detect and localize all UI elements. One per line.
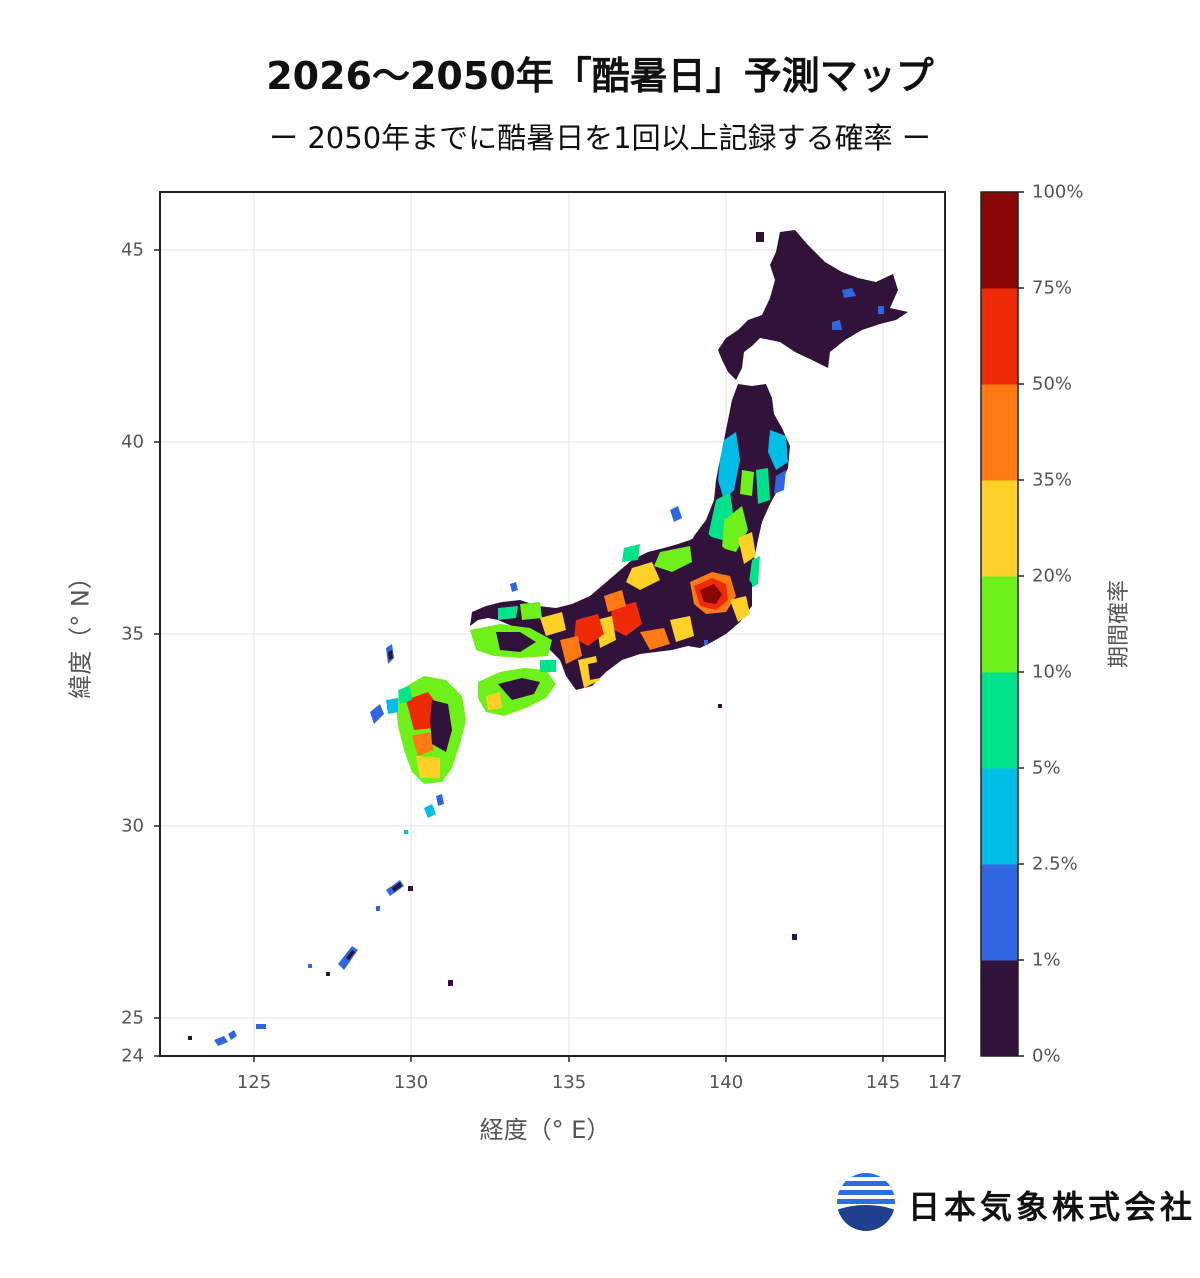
- colorbar-bin: [981, 576, 1018, 673]
- y-tick: 35: [121, 623, 144, 645]
- y-tick: 24: [121, 1045, 144, 1067]
- colorbar-tick: 20%: [1032, 565, 1073, 587]
- colorbar-tick: 1%: [1032, 949, 1061, 971]
- x-axis-label: 経度（° E）: [479, 1116, 611, 1144]
- y-tick: 40: [121, 431, 144, 453]
- y-tick: 45: [121, 239, 144, 261]
- colorbar-bin: [981, 672, 1018, 769]
- japan-land: [188, 230, 908, 1046]
- colorbar-tick: 50%: [1032, 373, 1073, 395]
- colorbar-tick: 75%: [1032, 277, 1073, 299]
- colorbar-bin: [981, 192, 1018, 289]
- colorbar-bin: [981, 768, 1018, 865]
- x-tick: 147: [927, 1072, 963, 1093]
- hokkaido: [718, 230, 908, 380]
- colorbar-tick: 2.5%: [1032, 853, 1078, 875]
- colorbar-bin: [981, 480, 1018, 577]
- globe-logo-icon: [837, 1173, 895, 1231]
- x-tick: 135: [551, 1072, 587, 1093]
- colorbar-tick: 0%: [1032, 1045, 1061, 1067]
- colorbar-tick: 5%: [1032, 757, 1061, 779]
- colorbar: [981, 191, 1024, 1057]
- colorbar-label: 期間確率: [1107, 579, 1132, 669]
- x-tick: 130: [393, 1072, 429, 1093]
- x-tick: 140: [708, 1072, 744, 1093]
- y-tick: 25: [121, 1007, 144, 1029]
- x-tick: 145: [865, 1072, 901, 1093]
- y-axis-label: 緯度（° N）: [66, 565, 95, 699]
- plot-frame: [159, 191, 946, 1057]
- company-name: 日本気象株式会社: [908, 1188, 1197, 1226]
- colorbar-bin: [981, 288, 1018, 385]
- y-tick: 30: [121, 815, 144, 837]
- chart-title: 2026〜2050年「酷暑日」予測マップ: [266, 54, 934, 98]
- chart-subtitle: ー 2050年までに酷暑日を1回以上記録する確率 ー: [269, 121, 931, 155]
- colorbar-bin: [981, 864, 1018, 961]
- colorbar-tick: 35%: [1032, 469, 1073, 491]
- colorbar-tick: 100%: [1032, 181, 1084, 203]
- colorbar-bin: [981, 960, 1018, 1057]
- colorbar-tick: 10%: [1032, 661, 1073, 683]
- rishiri-island: [756, 232, 764, 242]
- colorbar-bin: [981, 384, 1018, 481]
- x-tick: 125: [236, 1072, 272, 1093]
